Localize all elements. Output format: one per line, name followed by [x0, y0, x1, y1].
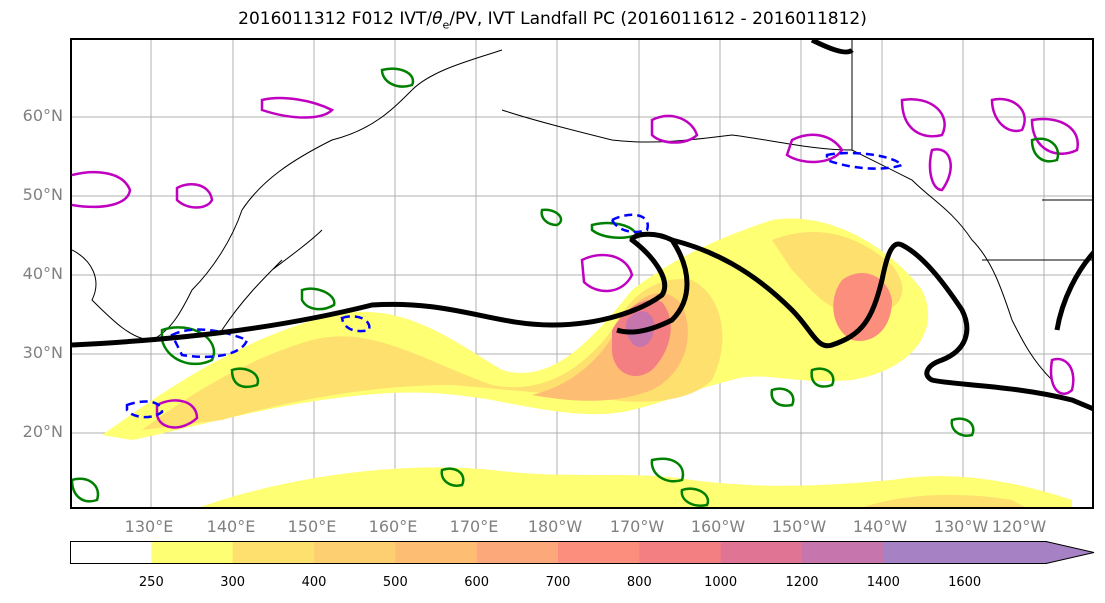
colorbar-segment: [476, 541, 559, 564]
pv-negative-contours: [125, 151, 905, 419]
lon-label: 140°W: [852, 517, 908, 536]
colorbar-segments: [70, 541, 1046, 564]
colorbar-tick-label: 1000: [704, 575, 738, 590]
pv-magenta-contours: [72, 96, 1080, 429]
lon-label: 170°W: [609, 517, 665, 536]
lat-label: 20°N: [22, 422, 63, 441]
colorbar-segment: [964, 541, 1046, 564]
colorbar-segment: [151, 541, 234, 564]
colorbar-segment: [720, 541, 803, 564]
map-canvas: [72, 40, 1092, 507]
colorbar-segment: [395, 541, 478, 564]
colorbar-tick-label: 600: [464, 575, 490, 590]
map-panel: [70, 38, 1094, 509]
colorbar-tick-label: 700: [545, 575, 571, 590]
lon-label: 160°W: [690, 517, 746, 536]
colorbar-segment: [314, 541, 396, 564]
pv-green-contours: [72, 67, 1060, 507]
map-title: 2016011312 F012 IVT/θe/PV, IVT Landfall …: [238, 9, 867, 32]
lat-label: 30°N: [22, 343, 63, 362]
colorbar: [70, 541, 1095, 564]
colorbar-segment: [883, 541, 966, 564]
colorbar-tick-label: 300: [220, 575, 246, 590]
colorbar-segment: [802, 541, 884, 564]
colorbar-segment: [70, 541, 152, 564]
colorbar-extend-arrow: [1045, 541, 1095, 564]
lon-label: 150°W: [771, 517, 827, 536]
lon-label: 170°E: [449, 517, 499, 536]
colorbar-tick-label: 1400: [866, 575, 900, 590]
lon-label: 180°W: [527, 517, 583, 536]
theta-e-contour: [72, 40, 1092, 412]
colorbar-segment: [639, 541, 722, 564]
colorbar-tick-label: 250: [138, 575, 164, 590]
coastlines: [72, 40, 1092, 381]
colorbar-tick-label: 1200: [785, 575, 819, 590]
colorbar-tick-label: 1600: [948, 575, 982, 590]
lat-label: 50°N: [22, 185, 63, 204]
colorbar-segment: [232, 541, 315, 564]
lon-label: 140°E: [206, 517, 256, 536]
lon-label: 130°E: [124, 517, 174, 536]
colorbar-tick-label: 800: [626, 575, 652, 590]
colorbar-tick-label: 500: [382, 575, 408, 590]
ivt-shading: [102, 218, 1072, 507]
lon-label: 160°E: [368, 517, 418, 536]
colorbar-segment: [558, 541, 640, 564]
lon-label: 120°W: [991, 517, 1047, 536]
lon-label: 130°W: [933, 517, 989, 536]
lon-label: 150°E: [287, 517, 337, 536]
colorbar-tick-label: 400: [301, 575, 327, 590]
lat-label: 60°N: [22, 106, 63, 125]
lat-label: 40°N: [22, 264, 63, 283]
